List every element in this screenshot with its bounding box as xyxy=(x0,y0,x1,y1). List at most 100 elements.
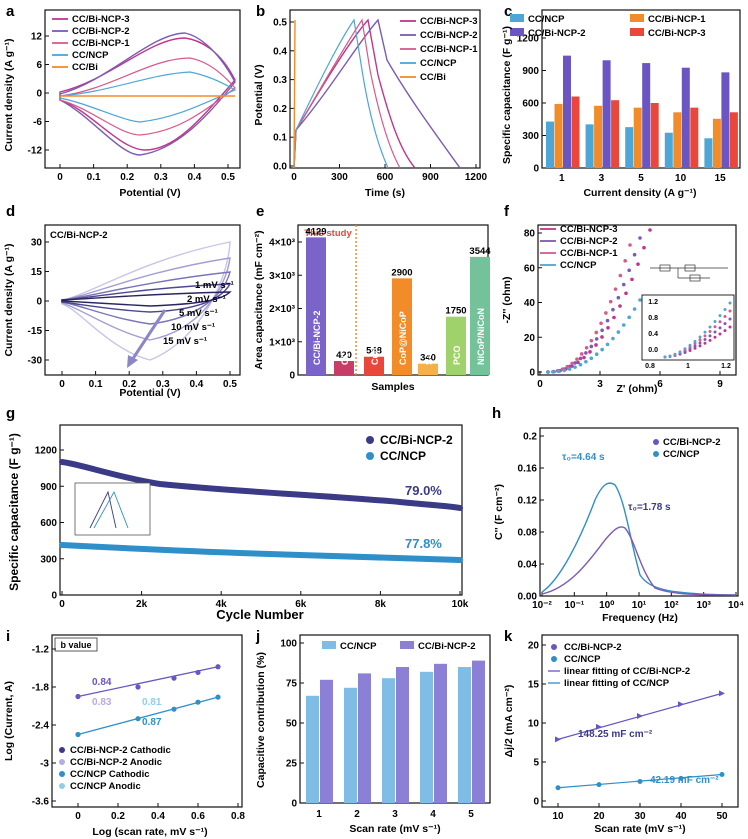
nyquist-point xyxy=(638,298,642,302)
nyquist-point xyxy=(608,299,613,304)
b-value-chart-i: i b value 0 0.2 0.4 0.6 0.8 -1.2 -1.8 -2.4 -3 -3.… xyxy=(3,628,245,838)
d-ytick: 15 xyxy=(31,267,43,278)
k-ytick: 0 xyxy=(533,797,539,808)
g-ytick: 600 xyxy=(40,518,57,529)
bar-c xyxy=(585,124,594,168)
nyquist-point xyxy=(584,351,588,355)
scan-rate-label: 5 mV s⁻¹ xyxy=(179,308,218,319)
e-bar-label: CC/NCP xyxy=(340,330,350,365)
nyquist-point xyxy=(611,307,615,312)
nyquist-point xyxy=(642,245,646,250)
nyquist-point xyxy=(604,311,608,315)
f-xtick: 6 xyxy=(657,379,663,390)
panel-label-c: c xyxy=(504,3,512,20)
x-axis-label-k: Scan rate (mV s⁻¹) xyxy=(594,823,685,835)
g-xtick: 2k xyxy=(136,599,148,610)
nyquist-point xyxy=(582,355,586,360)
k-xtick: 50 xyxy=(716,811,728,822)
b-ytick: 0.0 xyxy=(273,162,287,173)
nyquist-point xyxy=(612,315,616,320)
nyquist-point xyxy=(606,326,610,330)
panel-label-h: h xyxy=(492,405,501,422)
e-ytick: 1×10³ xyxy=(269,337,296,348)
b-ytick: 0.2 xyxy=(273,104,287,115)
nyquist-point xyxy=(600,328,604,333)
i-ytick: -1.8 xyxy=(32,683,50,694)
inset-point xyxy=(668,354,672,358)
i-xtick: 0.2 xyxy=(111,811,125,822)
d-ytick: 0 xyxy=(36,297,42,308)
panel-label-i: i xyxy=(6,628,10,645)
inset-point xyxy=(663,355,667,359)
c-ytick: 1200 xyxy=(517,34,540,45)
x-axis-label-e: Samples xyxy=(371,381,414,393)
inset-point xyxy=(713,320,717,324)
nyquist-point xyxy=(588,350,592,354)
h-xtick: 10⁻¹ xyxy=(564,600,584,611)
d-ytick: -15 xyxy=(28,326,43,337)
panel-f: f 0 3 6 9 80 60 40 20 0 CC/Bi-NCP-3 CC/Bi-NCP-2 CC… xyxy=(500,200,748,400)
k-point xyxy=(555,785,561,791)
a-legend-item: CC/Bi-NCP-1 xyxy=(72,38,130,49)
scan-rate-label: 10 mV s⁻¹ xyxy=(171,322,215,333)
inset-point xyxy=(703,338,707,342)
y-axis-label-f: -Z'' (ohm) xyxy=(501,277,513,324)
nyquist-point xyxy=(636,262,640,266)
i-ytick: -3.6 xyxy=(32,797,50,808)
inset-point xyxy=(723,315,727,319)
i-xtick: 0.4 xyxy=(151,811,165,822)
x-axis-label-h: Frequency (Hz) xyxy=(602,612,678,624)
nyquist-point xyxy=(570,361,574,366)
inset-point xyxy=(673,352,677,356)
c-xtick: 1 xyxy=(559,173,565,184)
scan-rate-label: 2 mV s⁻¹ xyxy=(187,294,226,305)
e-ytick: 0 xyxy=(289,371,295,382)
inset-point xyxy=(708,325,712,329)
y-axis-label-c: Specific capacitance (F g⁻¹) xyxy=(501,26,513,164)
y-axis-label-g: Specific capacitance (F g⁻¹) xyxy=(7,433,21,591)
f-inset-xtick: 1 xyxy=(686,363,690,370)
nyquist-point xyxy=(599,321,603,326)
panel-c: c 1200 900 600 300 0 1 3 5 10 15 CC/NCP CC/Bi-NCP… xyxy=(500,0,748,200)
f-legend-item: CC/Bi-NCP-3 xyxy=(560,224,618,235)
h-xtick: 10¹ xyxy=(632,600,647,611)
x-axis-label-j: Scan rate (mV s⁻¹) xyxy=(349,823,440,835)
bar-j xyxy=(472,660,485,803)
f-ytick: 60 xyxy=(524,263,536,274)
gcd-chart-b: b 0 300 600 900 1200 0.5 0.4 0.3 0.2 0.1 0.0 CC/Bi… xyxy=(253,3,488,199)
bar-j xyxy=(358,673,371,803)
d-xtick: 0.1 xyxy=(89,379,103,390)
inset-point xyxy=(718,320,722,324)
f-ytick: 0 xyxy=(529,368,535,379)
nyquist-point xyxy=(600,335,604,339)
inset-point xyxy=(708,334,712,338)
inset-point xyxy=(703,330,707,334)
bar-j xyxy=(396,667,409,803)
b-ytick: 0.3 xyxy=(273,75,287,86)
inset-point xyxy=(718,314,722,318)
nyquist-point xyxy=(638,236,642,240)
bar-e xyxy=(418,363,438,375)
bar-c xyxy=(563,55,571,169)
inset-point xyxy=(703,341,707,345)
j-xtick: 5 xyxy=(468,809,474,820)
inset-point xyxy=(728,301,732,305)
i-point xyxy=(75,693,81,700)
i-point xyxy=(135,716,141,722)
nyquist-point xyxy=(630,277,634,282)
tau-bi-ncp-2: τ₀=1.78 s xyxy=(628,502,671,513)
k-ytick: 20 xyxy=(528,641,540,652)
panel-label-g: g xyxy=(6,405,15,422)
inset-point xyxy=(728,325,732,329)
scan-rate-label: 15 mV s⁻¹ xyxy=(163,336,207,347)
k-ytick: 15 xyxy=(528,680,540,691)
scan-rate-label: 1 mV s⁻¹ xyxy=(195,280,234,291)
i-xtick: 0.8 xyxy=(231,811,245,822)
e-bar-value: 548 xyxy=(366,346,382,357)
e-bar-label: CoP@NiCoP xyxy=(398,311,408,365)
inset-point xyxy=(713,325,717,329)
i-legend-item: CC/Bi-NCP-2 Cathodic xyxy=(70,745,171,756)
j-ytick: 75 xyxy=(286,679,298,690)
panel-d: d CC/Bi-NCP-2 0 0.1 0.2 0.3 0.4 0.5 30 15 0 -15 -3… xyxy=(0,200,250,400)
